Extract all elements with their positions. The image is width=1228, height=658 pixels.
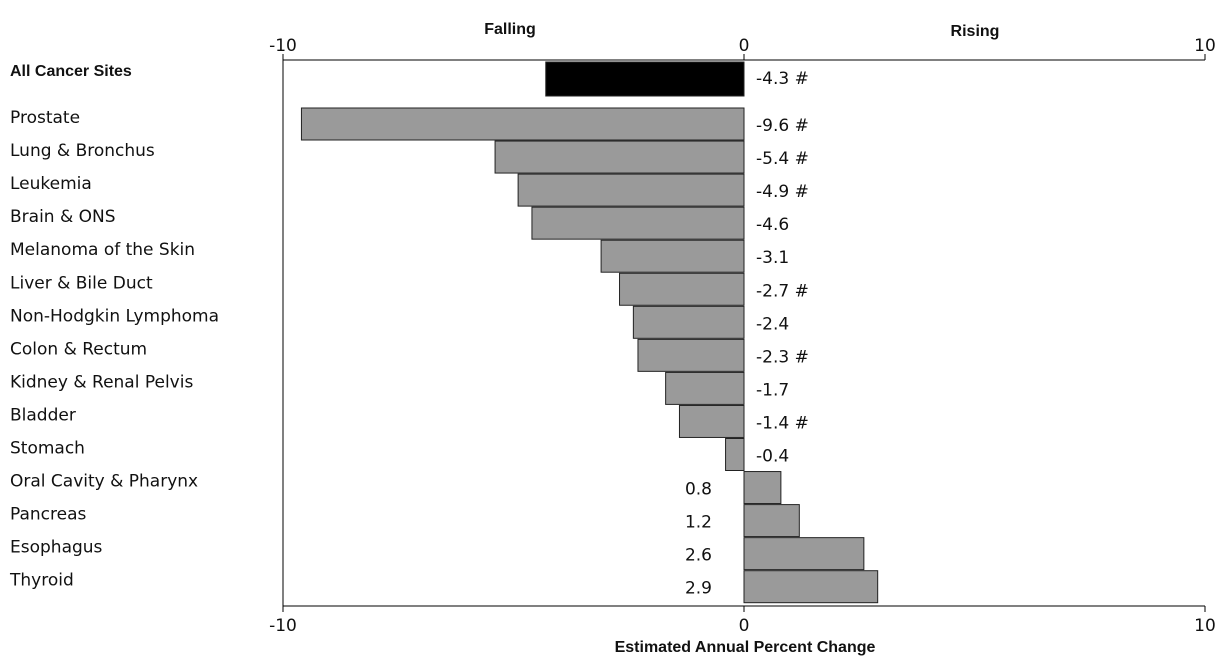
value-label: 1.2 [685, 513, 712, 533]
x-tick-label-top: -10 [269, 36, 297, 56]
value-label: -4.9 # [756, 182, 809, 202]
value-label: -3.1 [756, 248, 789, 268]
category-label: Stomach [10, 439, 85, 459]
x-tick-label-top: 10 [1194, 36, 1216, 56]
value-label: -1.4 # [756, 413, 809, 433]
x-axis-title: Estimated Annual Percent Change [615, 639, 876, 656]
x-tick-label-top: 0 [739, 36, 750, 56]
bar [494, 140, 745, 174]
value-label: -4.3 # [756, 69, 809, 89]
category-label: Colon & Rectum [10, 339, 147, 359]
x-tick-label-bottom: -10 [269, 616, 297, 636]
value-label: -4.6 [756, 215, 789, 235]
bar [678, 404, 745, 438]
category-label: Brain & ONS [10, 207, 116, 227]
x-tick-label-bottom: 0 [739, 616, 750, 636]
bar [743, 570, 879, 604]
bar [300, 107, 745, 141]
category-label: Liver & Bile Duct [10, 273, 153, 293]
value-label: -2.3 # [756, 347, 809, 367]
bar [531, 206, 745, 240]
value-label: -1.7 [756, 380, 789, 400]
bar [619, 272, 745, 306]
bar [725, 438, 745, 471]
value-label: -5.4 # [756, 149, 809, 169]
bar [545, 61, 745, 97]
category-label: Melanoma of the Skin [10, 240, 195, 260]
value-label: 2.6 [685, 546, 712, 566]
category-label: Lung & Bronchus [10, 141, 155, 161]
bar [517, 173, 745, 207]
category-label: Thyroid [9, 571, 74, 591]
bar [743, 504, 800, 538]
category-label: Non-Hodgkin Lymphoma [10, 306, 219, 326]
category-label: Pancreas [10, 505, 87, 525]
category-label: Prostate [10, 108, 80, 128]
x-tick-label-bottom: 10 [1194, 616, 1216, 636]
falling-label: Falling [484, 21, 536, 38]
bar [632, 305, 745, 339]
bar [743, 471, 782, 505]
bar [600, 239, 745, 273]
category-label: Bladder [10, 405, 76, 425]
value-label: -2.4 [756, 314, 789, 334]
value-label: -0.4 [756, 447, 789, 467]
value-label: -2.7 # [756, 281, 809, 301]
category-label: Leukemia [10, 174, 92, 194]
bar [743, 537, 865, 571]
value-label: -9.6 # [756, 116, 809, 136]
bar [637, 338, 745, 372]
value-label: 2.9 [685, 579, 712, 599]
category-label: Kidney & Renal Pelvis [10, 372, 193, 392]
category-label: Esophagus [10, 538, 103, 558]
rising-label: Rising [951, 23, 1000, 40]
bar [665, 371, 745, 405]
category-label: All Cancer Sites [10, 63, 132, 80]
category-label: Oral Cavity & Pharynx [10, 472, 198, 492]
value-label: 0.8 [685, 480, 712, 500]
